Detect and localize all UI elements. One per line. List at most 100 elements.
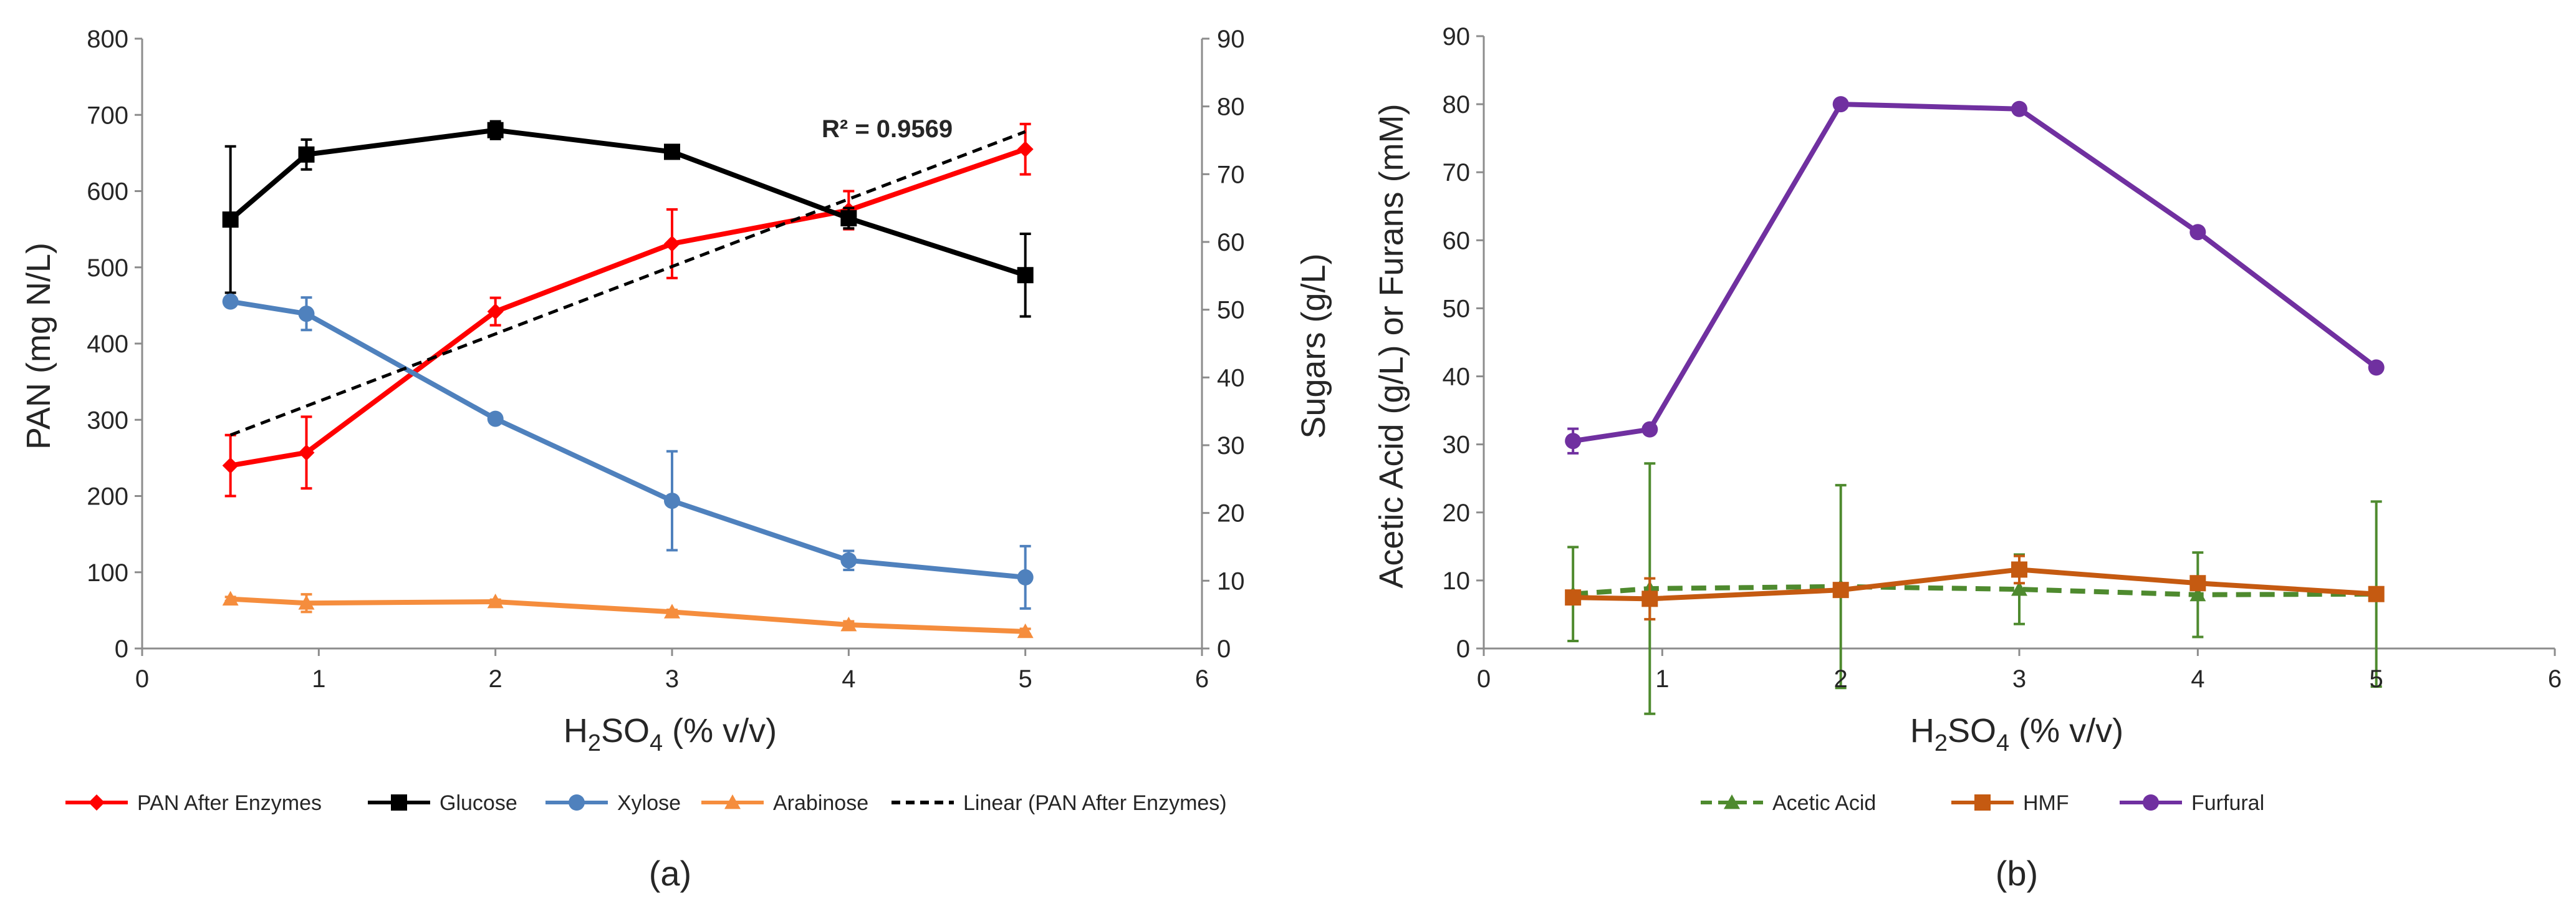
panel-a-x-tick-label: 4: [842, 665, 855, 693]
panel-a-legend-label: Xylose: [617, 791, 681, 815]
panel-b-legend-label: HMF: [2023, 791, 2069, 815]
panel-b-legend-item-acetic-acid: Acetic Acid: [1701, 791, 1876, 815]
panel-a-x-tick-label: 3: [665, 665, 679, 693]
panel-a-line-arabinose: [230, 596, 1026, 634]
panel-a-x-tick-label: 6: [1195, 665, 1209, 693]
panel-a-x-tick-label: 5: [1019, 665, 1032, 693]
panel-a-line-pan-after-enzymes: [229, 147, 1026, 468]
panel-a-point-glucose: [1017, 267, 1034, 284]
panel-b-y-tick-label: 90: [1443, 23, 1471, 51]
panel-a-legend-label: PAN After Enzymes: [137, 791, 322, 815]
panel-b-legend-marker: [1724, 794, 1740, 809]
panel-a-y-tick-label: 800: [87, 26, 128, 53]
panel-a-y-axis-title: PAN (mg N/L): [20, 243, 57, 450]
panel-a-y2-tick-label: 30: [1217, 432, 1245, 460]
panel-a-point-pan-after-enzymes: [664, 235, 680, 252]
panel-a-y2-tick-label: 10: [1217, 567, 1245, 595]
panel-a-legend-marker: [724, 794, 741, 809]
panel-a-legend-item-xylose: Xylose: [545, 791, 681, 815]
panel-a-y-tick-label: 300: [87, 407, 128, 434]
panel-b-legend-label: Furfural: [2191, 791, 2264, 815]
panel-a-legend-label: Linear (PAN After Enzymes): [963, 791, 1227, 815]
panel-a-legend: PAN After Enzymes Glucose Xylose Arabinose L…: [65, 791, 1227, 815]
panel-a-y2-tick-label: 40: [1217, 364, 1245, 392]
panel-b-x-axis-title: H2SO4 (% v/v): [1910, 712, 2123, 756]
panel-a-x-tick-label: 2: [489, 665, 502, 693]
panel-a-series: [222, 120, 1034, 639]
panel-a-point-pan-after-enzymes: [298, 444, 315, 461]
panel-a-line-linear-pan-after-enzymes: [229, 130, 1026, 437]
panel-a-y2-axis-title: Sugars (g/L): [1295, 253, 1332, 438]
panel-a-y2-tick-label: 50: [1217, 297, 1245, 324]
panel-a-legend-item-glucose: Glucose: [368, 791, 517, 815]
panel-b-series: [1565, 96, 2385, 715]
panel-a-point-xylose: [664, 493, 680, 509]
panel-b-point-furfural: [2189, 224, 2206, 241]
panel-b-y-tick-label: 70: [1443, 159, 1471, 186]
panel-a-y2-tick-label: 60: [1217, 229, 1245, 256]
panel-a-point-glucose: [664, 143, 680, 160]
panel-a-legend-label: Arabinose: [773, 791, 868, 815]
panel-b-point-furfural: [2011, 100, 2027, 117]
panel-a-point-xylose: [1017, 569, 1034, 586]
panel-b-point-hmf: [2368, 586, 2385, 602]
panel-a-series-pan-after-enzymes: [222, 122, 1034, 498]
panel-a-chart: 0 1 2 3 4 5 6010020030040050060070080001020304…: [20, 26, 1332, 893]
panel-b-point-hmf: [1641, 590, 1658, 607]
panel-a-axes: [135, 37, 1209, 656]
panel-b-point-acetic-acid: [2011, 581, 2027, 596]
panel-b-y-tick-label: 60: [1443, 227, 1471, 254]
panel-a-point-glucose: [840, 210, 857, 226]
panel-b-series-furfural: [1565, 96, 2385, 455]
panel-b-legend-marker: [2143, 794, 2159, 811]
panel-b-line-acetic-acid: [1572, 584, 2377, 597]
panel-a-line-xylose: [230, 299, 1026, 580]
panel-a-y2-tick-label: 20: [1217, 500, 1245, 528]
panel-a-y-tick-label: 400: [87, 330, 128, 358]
panel-a-point-arabinose: [664, 604, 680, 619]
panel-b-series-hmf: [1565, 554, 2385, 621]
panel-a-legend-marker: [89, 794, 105, 811]
panel-b-point-hmf: [1832, 582, 1849, 599]
panel-b-y-tick-label: 10: [1443, 567, 1471, 595]
panel-b-legend-item-furfural: Furfural: [2120, 791, 2264, 815]
panel-a-series-arabinose: [222, 590, 1034, 639]
panel-b-line-hmf: [1573, 567, 2377, 602]
panel-b-y-tick-label: 40: [1443, 364, 1471, 391]
panel-a-point-xylose: [487, 410, 504, 427]
panel-b-x-tick-label: 0: [1477, 665, 1491, 693]
panel-a-point-glucose: [487, 122, 504, 138]
panel-a-legend-item-linear-pan-after-enzymes: Linear (PAN After Enzymes): [892, 791, 1227, 815]
panel-a-y2-tick-label: 80: [1217, 94, 1245, 121]
panel-a-point-arabinose: [840, 616, 857, 632]
panel-a-y-tick-label: 500: [87, 254, 128, 282]
panel-a-point-xylose: [298, 306, 315, 322]
panel-b-y-tick-label: 50: [1443, 295, 1471, 322]
panel-a-legend-item-arabinose: Arabinose: [701, 791, 868, 815]
panel-a-r2-annotation: R² = 0.9569: [822, 115, 953, 143]
panel-a-series-xylose: [222, 293, 1034, 610]
panel-a-series-glucose: [222, 120, 1034, 318]
panel-b-legend-item-hmf: HMF: [1951, 791, 2069, 815]
panel-b-x-tick-label: 2: [1834, 665, 1848, 693]
panel-b-point-furfural: [2368, 359, 2385, 376]
panel-b-y-tick-label: 80: [1443, 91, 1471, 118]
panel-b-point-furfural: [1832, 96, 1849, 113]
panel-b-y-tick-label: 0: [1456, 635, 1470, 663]
panel-b-point-hmf: [2189, 575, 2206, 592]
panel-b-x-tick-label: 6: [2548, 665, 2562, 693]
panel-a-x-tick-label: 0: [135, 665, 149, 693]
panel-a-series-linear-pan-after-enzymes: [229, 130, 1026, 437]
panel-a-y-tick-label: 100: [87, 559, 128, 587]
panel-a-point-arabinose: [487, 594, 504, 609]
panel-a-point-pan-after-enzymes: [222, 457, 239, 474]
panel-a-y-tick-label: 0: [115, 635, 128, 663]
panel-b-y-axis-title: Acetic Acid (g/L) or Furans (mM): [1373, 104, 1410, 588]
panel-a-y-tick-label: 200: [87, 483, 128, 511]
panel-a-point-pan-after-enzymes: [487, 303, 504, 320]
panel-a-point-arabinose: [1017, 623, 1034, 639]
panel-a-y2-tick-label: 70: [1217, 161, 1245, 188]
